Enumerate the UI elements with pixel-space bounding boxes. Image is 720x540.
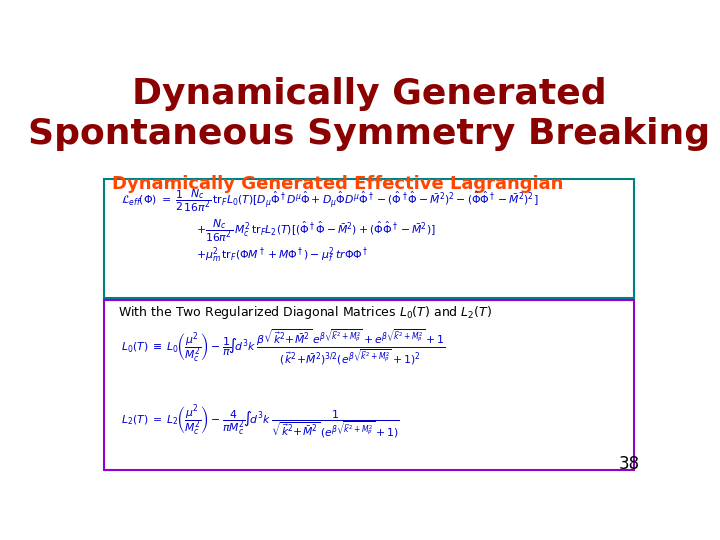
Text: $+\mu_m^2\,\mathrm{tr}_F(\Phi M^\dagger + M\Phi^\dagger) - \mu_f^2\,\mathit{tr}\: $+\mu_m^2\,\mathrm{tr}_F(\Phi M^\dagger … — [196, 246, 369, 265]
Text: $+\dfrac{N_c}{16\pi^2}\,M_c^2\,\mathrm{tr}_F L_2(T)[(\hat\Phi^\dagger\hat\Phi - : $+\dfrac{N_c}{16\pi^2}\,M_c^2\,\mathrm{t… — [196, 217, 436, 244]
Text: Dynamically Generated
Spontaneous Symmetry Breaking: Dynamically Generated Spontaneous Symmet… — [28, 77, 710, 151]
Text: $L_2(T)\;=\;L_2\!\left(\dfrac{\mu^2}{M_c^2}\right) - \dfrac{4}{\pi M_c^2}\!\int\: $L_2(T)\;=\;L_2\!\left(\dfrac{\mu^2}{M_c… — [121, 404, 400, 441]
FancyBboxPatch shape — [104, 300, 634, 470]
Text: $\mathcal{L}_{eff}(\Phi)\;=\;\dfrac{1}{2}\dfrac{N_c}{16\pi^2}\,\mathrm{tr}_F L_0: $\mathcal{L}_{eff}(\Phi)\;=\;\dfrac{1}{2… — [121, 187, 538, 214]
FancyBboxPatch shape — [104, 179, 634, 298]
Text: $L_0(T)\;\equiv\;L_0\!\left(\dfrac{\mu^2}{M_c^2}\right) - \dfrac{1}{\pi}\!\int\!: $L_0(T)\;\equiv\;L_0\!\left(\dfrac{\mu^2… — [121, 328, 445, 367]
Text: Dynamically Generated Effective Lagrangian: Dynamically Generated Effective Lagrangi… — [112, 175, 564, 193]
Text: With the Two Regularized Diagonal Matrices $L_0(T)$ and $L_2(T)$: With the Two Regularized Diagonal Matric… — [118, 304, 492, 321]
Text: 38: 38 — [618, 455, 639, 473]
